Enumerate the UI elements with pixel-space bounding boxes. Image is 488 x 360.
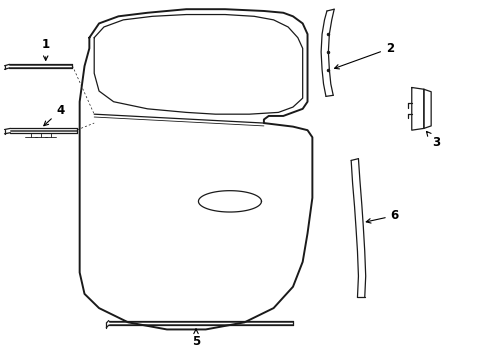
- Text: 3: 3: [426, 131, 439, 149]
- Text: 4: 4: [44, 104, 64, 126]
- Text: 2: 2: [334, 42, 393, 69]
- Text: 6: 6: [366, 209, 398, 223]
- Text: 5: 5: [191, 329, 200, 348]
- Text: 1: 1: [41, 38, 50, 60]
